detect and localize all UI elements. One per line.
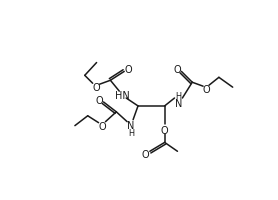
Text: O: O xyxy=(202,85,210,95)
Text: HN: HN xyxy=(115,91,130,101)
Text: O: O xyxy=(174,65,181,75)
Text: N: N xyxy=(127,120,135,130)
Text: H: H xyxy=(128,128,134,137)
Text: O: O xyxy=(141,149,149,159)
Text: O: O xyxy=(93,83,100,93)
Text: O: O xyxy=(124,65,132,75)
Text: O: O xyxy=(99,121,106,131)
Text: O: O xyxy=(96,96,103,105)
Text: O: O xyxy=(161,125,168,135)
Text: N: N xyxy=(175,98,182,108)
Text: H: H xyxy=(175,91,182,100)
